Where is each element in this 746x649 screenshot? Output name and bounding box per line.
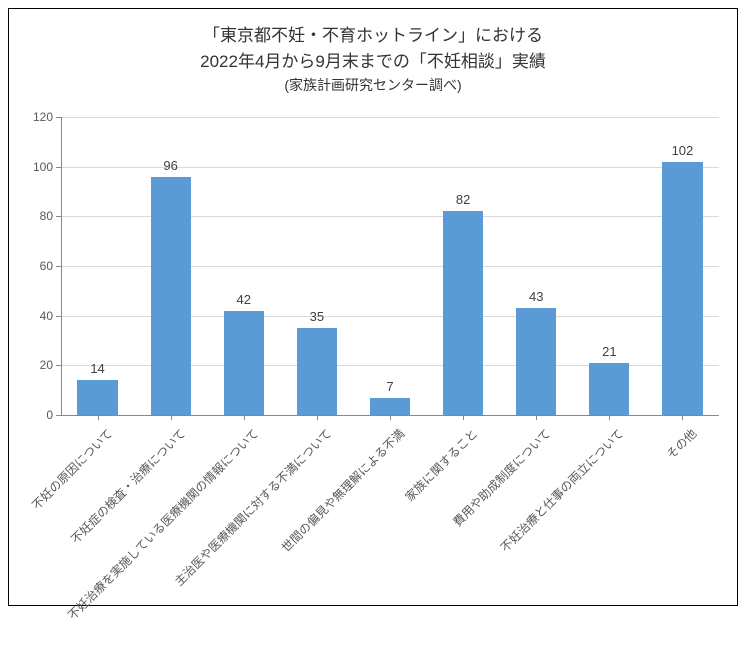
x-tick-mark: [390, 415, 391, 420]
x-tick-mark: [536, 415, 537, 420]
x-tick-mark: [98, 415, 99, 420]
y-tick-label: 100: [13, 160, 53, 174]
gridline: [61, 117, 719, 118]
bar-value-label: 21: [579, 344, 639, 359]
y-tick-label: 120: [13, 110, 53, 124]
bar: [151, 177, 191, 415]
x-tick-mark: [682, 415, 683, 420]
bar-value-label: 35: [287, 309, 347, 324]
x-tick-mark: [609, 415, 610, 420]
x-tick-mark: [171, 415, 172, 420]
bar-value-label: 102: [652, 143, 712, 158]
bar: [516, 308, 556, 415]
subtitle: (家族計画研究センター調べ): [9, 74, 737, 96]
bar: [662, 162, 702, 415]
chart-plot-area: 02040608010012014不妊の原因について96不妊症の検査・治療につい…: [61, 117, 719, 415]
bar-value-label: 7: [360, 379, 420, 394]
title-line-1: 「東京都不妊・不育ホットライン」における: [9, 23, 737, 49]
bar: [77, 380, 117, 415]
bar-value-label: 43: [506, 289, 566, 304]
bar-value-label: 14: [68, 361, 128, 376]
bar: [297, 328, 337, 415]
x-tick-mark: [317, 415, 318, 420]
bar: [224, 311, 264, 415]
y-tick-label: 80: [13, 209, 53, 223]
bar-value-label: 82: [433, 192, 493, 207]
title-line-2: 2022年4月から9月末までの「不妊相談」実績: [9, 49, 737, 75]
plot: 02040608010012014不妊の原因について96不妊症の検査・治療につい…: [61, 117, 719, 415]
y-tick-label: 40: [13, 309, 53, 323]
y-tick-label: 20: [13, 358, 53, 372]
chart-frame: 「東京都不妊・不育ホットライン」における 2022年4月から9月末までの「不妊相…: [8, 8, 738, 606]
bar: [589, 363, 629, 415]
bar: [443, 211, 483, 415]
y-tick-label: 0: [13, 408, 53, 422]
bar: [370, 398, 410, 415]
x-tick-mark: [244, 415, 245, 420]
y-axis: [61, 117, 62, 415]
title-block: 「東京都不妊・不育ホットライン」における 2022年4月から9月末までの「不妊相…: [9, 9, 737, 96]
y-tick-label: 60: [13, 259, 53, 273]
bar-value-label: 42: [214, 292, 274, 307]
bar-value-label: 96: [141, 158, 201, 173]
x-tick-mark: [463, 415, 464, 420]
